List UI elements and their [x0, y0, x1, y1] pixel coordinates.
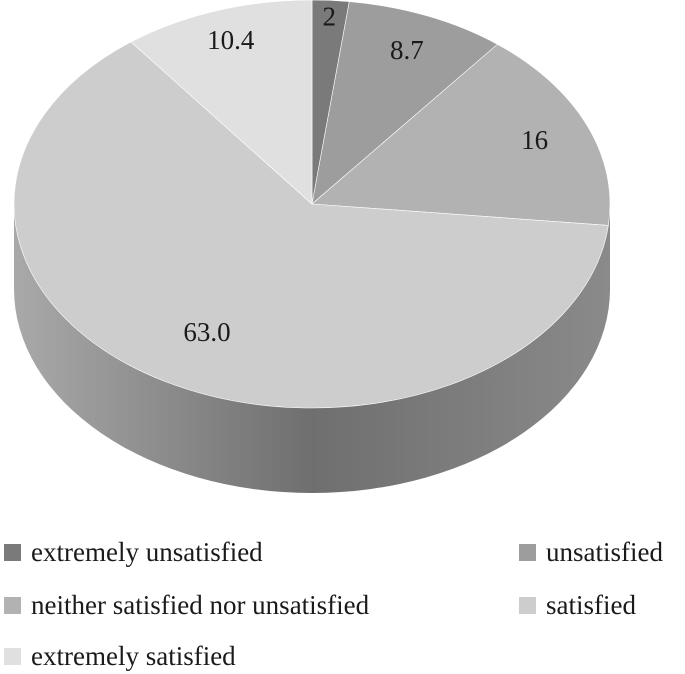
- data-label-extremely-unsatisfied: 2: [322, 2, 336, 32]
- legend-swatch-unsatisfied: [519, 543, 536, 561]
- data-label-neither-satisfied-nor-unsatisfied: 16: [521, 125, 548, 155]
- legend-swatch-satisfied: [519, 596, 536, 614]
- legend-label: satisfied: [546, 589, 636, 620]
- legend-item-unsatisfied: unsatisfied: [519, 535, 663, 569]
- data-label-unsatisfied: 8.7: [390, 35, 424, 65]
- legend-item-extremely-satisfied: extremely satisfied: [4, 639, 236, 673]
- pie-slice-unsatisfied: [311, 1, 498, 205]
- legend-label: extremely unsatisfied: [31, 536, 263, 567]
- pie-slice-extremely-satisfied: [130, 0, 313, 205]
- legend-swatch-neither: [4, 596, 21, 614]
- pie-data-labels: 2 8.7 16 63.0 10.4: [183, 2, 548, 347]
- pie-side-wall-surface: [14, 204, 610, 493]
- pie-side-wall: [14, 204, 610, 493]
- legend-item-neither: neither satisfied nor unsatisfied: [4, 588, 369, 622]
- legend-item-extremely-unsatisfied: extremely unsatisfied: [4, 535, 263, 569]
- legend-swatch-extremely-unsatisfied: [4, 543, 21, 561]
- legend-label: unsatisfied: [546, 536, 663, 567]
- data-label-satisfied: 63.0: [183, 317, 230, 347]
- pie-slice-neither-satisfied-nor-unsatisfied: [311, 43, 611, 226]
- legend-item-satisfied: satisfied: [519, 588, 636, 622]
- legend-label: extremely satisfied: [31, 640, 236, 671]
- legend-label: neither satisfied nor unsatisfied: [31, 589, 370, 620]
- pie-slices: [13, 0, 611, 409]
- pie-slice-satisfied: [13, 41, 609, 409]
- data-label-extremely-satisfied: 10.4: [207, 25, 255, 55]
- legend-swatch-extremely-satisfied: [4, 647, 21, 665]
